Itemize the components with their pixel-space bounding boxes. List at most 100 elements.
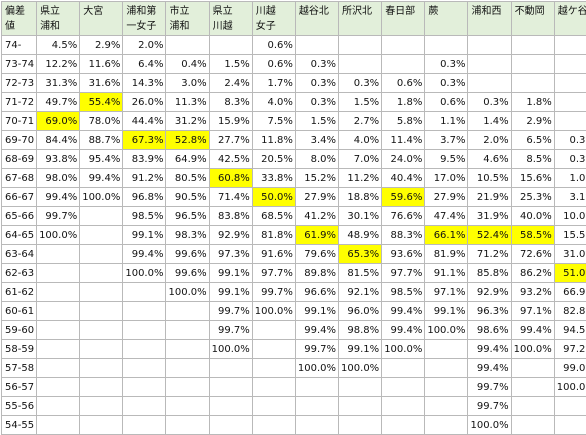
table-cell: 99.7% xyxy=(209,321,252,340)
table-cell: 0.3% xyxy=(425,74,468,93)
table-cell: 72.6% xyxy=(511,245,554,264)
table-cell xyxy=(166,416,209,435)
table-cell: 41.2% xyxy=(295,207,338,226)
column-header-line1: 県立 xyxy=(213,4,250,19)
table-cell xyxy=(37,245,80,264)
table-cell: 0.3% xyxy=(468,93,511,112)
row-label: 62-63 xyxy=(2,264,37,283)
table-cell xyxy=(80,321,123,340)
table-cell xyxy=(252,359,295,378)
table-cell: 82.8% xyxy=(554,302,586,321)
table-cell: 8.0% xyxy=(295,150,338,169)
column-header: 市立浦和 xyxy=(166,2,209,36)
table-cell: 15.9% xyxy=(209,112,252,131)
table-row: 74-4.5%2.9%2.0%0.6% xyxy=(2,36,586,55)
table-cell: 52.4% xyxy=(468,226,511,245)
table-cell xyxy=(80,302,123,321)
table-cell xyxy=(425,378,468,397)
table-cell xyxy=(382,55,425,74)
table-cell xyxy=(339,55,382,74)
table-cell: 31.6% xyxy=(80,74,123,93)
table-cell: 99.1% xyxy=(339,340,382,359)
table-cell: 47.4% xyxy=(425,207,468,226)
table-cell xyxy=(468,36,511,55)
column-header-line2: 浦和 xyxy=(169,19,206,34)
column-header-line1: 春日部 xyxy=(385,4,422,19)
row-label: 67-68 xyxy=(2,169,37,188)
table-cell: 99.7% xyxy=(252,283,295,302)
table-cell: 99.1% xyxy=(209,264,252,283)
table-cell: 76.6% xyxy=(382,207,425,226)
table-cell: 97.7% xyxy=(252,264,295,283)
table-cell: 91.2% xyxy=(123,169,166,188)
table-cell: 49.7% xyxy=(37,93,80,112)
table-cell: 17.0% xyxy=(425,169,468,188)
table-cell xyxy=(295,397,338,416)
table-cell xyxy=(554,55,586,74)
table-cell: 1.5% xyxy=(339,93,382,112)
table-cell: 100.0% xyxy=(37,226,80,245)
table-cell: 0.3% xyxy=(554,131,586,150)
table-cell xyxy=(209,36,252,55)
table-cell: 94.5% xyxy=(554,321,586,340)
table-cell: 31.2% xyxy=(166,112,209,131)
table-cell xyxy=(252,397,295,416)
column-header-line1: 不動岡 xyxy=(515,4,552,19)
table-cell: 99.4% xyxy=(382,321,425,340)
table-cell: 15.2% xyxy=(295,169,338,188)
column-header: 県立浦和 xyxy=(37,2,80,36)
table-cell: 11.3% xyxy=(166,93,209,112)
column-header-line1: 越谷北 xyxy=(299,4,336,19)
table-cell xyxy=(382,36,425,55)
table-cell: 0.6% xyxy=(382,74,425,93)
table-cell xyxy=(425,340,468,359)
table-cell: 78.0% xyxy=(80,112,123,131)
table-cell: 24.0% xyxy=(382,150,425,169)
table-cell: 52.8% xyxy=(166,131,209,150)
table-cell: 58.5% xyxy=(511,226,554,245)
row-label: 74- xyxy=(2,36,37,55)
table-cell xyxy=(123,302,166,321)
table-cell: 20.5% xyxy=(252,150,295,169)
row-label: 69-70 xyxy=(2,131,37,150)
table-cell: 100.0% xyxy=(382,340,425,359)
table-cell: 86.2% xyxy=(511,264,554,283)
table-cell: 2.4% xyxy=(209,74,252,93)
row-label: 70-71 xyxy=(2,112,37,131)
table-cell: 83.8% xyxy=(209,207,252,226)
table-cell: 88.7% xyxy=(80,131,123,150)
table-cell: 99.4% xyxy=(382,302,425,321)
table-cell: 90.5% xyxy=(166,188,209,207)
table-cell xyxy=(37,397,80,416)
table-cell: 0.6% xyxy=(252,55,295,74)
table-cell: 93.8% xyxy=(37,150,80,169)
table-cell xyxy=(37,378,80,397)
column-header-line1: 浦和第 xyxy=(126,4,163,19)
table-cell xyxy=(511,74,554,93)
table-cell: 2.0% xyxy=(123,36,166,55)
table-cell xyxy=(80,340,123,359)
table-cell: 99.7% xyxy=(37,207,80,226)
table-cell: 92.9% xyxy=(468,283,511,302)
table-cell xyxy=(554,93,586,112)
table-cell: 100.0% xyxy=(80,188,123,207)
table-cell: 0.3% xyxy=(295,93,338,112)
table-cell: 9.5% xyxy=(425,150,468,169)
table-cell xyxy=(511,397,554,416)
table-cell: 99.1% xyxy=(209,283,252,302)
column-header-line1: 川越 xyxy=(256,4,293,19)
row-label: 72-73 xyxy=(2,74,37,93)
row-label: 56-57 xyxy=(2,378,37,397)
row-label: 58-59 xyxy=(2,340,37,359)
column-header-line2: 浦和 xyxy=(40,19,77,34)
table-cell xyxy=(511,36,554,55)
